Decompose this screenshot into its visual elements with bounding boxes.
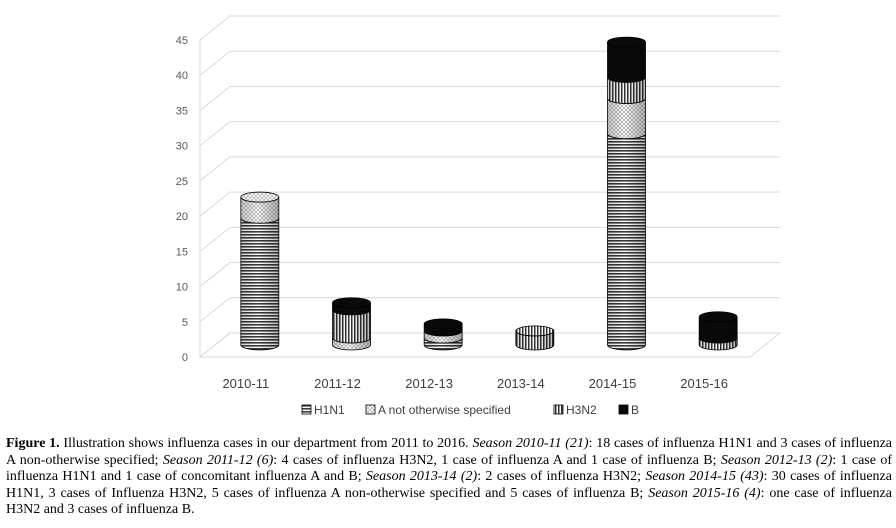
legend-label: H3N2: [566, 403, 597, 417]
bar-segment-shading: [240, 218, 279, 351]
y-tick-label: 10: [176, 282, 188, 294]
y-tick-label: 25: [176, 176, 188, 188]
bar-segment-shading: [607, 42, 646, 83]
bar-group-2011-12: [332, 297, 371, 351]
caption-season-1: Season 2010-11 (21): [472, 436, 589, 451]
chart: 0 5 10 15 20 25 30 35 40 45 2010-11 2011-12 2012-13…: [176, 15, 782, 417]
gridline: [199, 85, 780, 111]
legend-label: B: [631, 403, 639, 417]
y-tick-label: 15: [176, 246, 188, 258]
y-tick-label: 20: [176, 211, 188, 223]
legend-swatch: [553, 404, 564, 415]
bar-segment-shading: [424, 337, 463, 350]
bar-segment-shading: [699, 337, 738, 350]
y-tick-label: 0: [182, 352, 188, 364]
bar-top-cap: [240, 191, 280, 203]
plot-floor: [198, 332, 782, 358]
x-tick-label: 2012-13: [405, 376, 453, 391]
caption-season-6: Season 2015-16 (4): [648, 485, 761, 501]
y-tick-label: 30: [176, 141, 188, 153]
bar-top-cap: [698, 311, 738, 323]
x-tick-label: 2015-16: [680, 376, 728, 391]
gridline: [199, 121, 780, 147]
bars: [240, 36, 738, 351]
bar-top-cap: [607, 36, 646, 48]
y-axis-ticks: 0 5 10 15 20 25 30 35 40 45: [176, 35, 188, 364]
caption-season-6-text: : one case of influenza H3N2 and 3 cases…: [6, 485, 892, 518]
caption-season-4-text: : 2 cases of influenza H3N2;: [477, 469, 646, 484]
legend: H1N1 A not otherwise specified H3N2 B: [301, 403, 639, 417]
x-axis-ticks: 2010-11 2011-12 2012-13 2013-14 2014-15 2015-…: [222, 376, 728, 391]
legend-label: A not otherwise specified: [378, 403, 511, 417]
bar-segment-shading: [332, 309, 371, 343]
bar-segment-shading: [240, 197, 279, 224]
x-tick-label: 2013-14: [497, 376, 545, 391]
gridlines: [199, 15, 780, 358]
bar-segment-shading: [607, 133, 646, 350]
y-tick-label: 35: [176, 105, 188, 117]
y-tick-label: 5: [182, 317, 188, 329]
x-tick-label: 2014-15: [589, 376, 637, 391]
x-tick-label: 2011-12: [314, 376, 361, 391]
bar-group-2010-11: [240, 191, 280, 351]
caption-season-3: Season 2012-13 (2): [720, 452, 833, 468]
gridline: [199, 191, 780, 217]
y-tick-label: 40: [176, 70, 188, 82]
caption-label: Figure 1.: [6, 436, 60, 451]
bar-group-2015-16: [698, 311, 738, 351]
bar-segment-shading: [699, 316, 738, 343]
gridline: [199, 226, 780, 252]
bar-segment-shading: [332, 302, 371, 315]
bar-group-2012-13: [423, 318, 463, 351]
caption-season-2: Season 2011-12 (6): [162, 452, 274, 468]
caption-season-5: Season 2014-15 (43): [645, 469, 764, 484]
figure-caption: Figure 1. Illustration shows influenza c…: [6, 436, 892, 519]
x-tick-label: 2010-11: [222, 376, 269, 391]
gridline: [199, 15, 780, 41]
gridline: [199, 50, 780, 76]
legend-swatch: [301, 404, 312, 415]
gridline: [199, 297, 780, 323]
caption-season-2-text: : 4 cases of influenza H3N2, 1 case of i…: [273, 452, 721, 468]
gridline: [199, 262, 780, 287]
bar-top-cap: [423, 318, 463, 330]
plot-walls: [198, 40, 782, 358]
legend-swatch: [365, 404, 376, 415]
bar-segment-shading: [332, 337, 371, 350]
gridline: [199, 156, 780, 182]
bar-top-cap: [515, 325, 555, 337]
caption-season-5-text: : 30 cases of influenza H1N1, 3 cases of…: [6, 469, 892, 501]
bar-top-cap: [332, 297, 371, 309]
bar-group-2013-14: [515, 325, 555, 351]
caption-season-1-text: : 18 cases of influenza H1N1 and 3 cases…: [6, 436, 893, 468]
y-tick-label: 45: [176, 35, 188, 47]
bar-group-2014-15: [607, 36, 646, 351]
bar-segment-shading: [424, 330, 463, 343]
bar-segment-shading: [515, 330, 554, 350]
bar-segment-shading: [607, 98, 646, 139]
gridline: [199, 332, 780, 358]
bar-segment-shading: [424, 323, 463, 336]
caption-season-3-text: : 1 case of influenza H1N1 and 1 case of…: [6, 452, 892, 485]
caption-season-4: Season 2013-14 (2): [365, 469, 478, 484]
bar-segment-shading: [607, 77, 646, 104]
caption-intro: Illustration shows influenza cases in ou…: [59, 436, 473, 451]
legend-swatch: [618, 404, 629, 415]
legend-label: H1N1: [314, 403, 345, 417]
